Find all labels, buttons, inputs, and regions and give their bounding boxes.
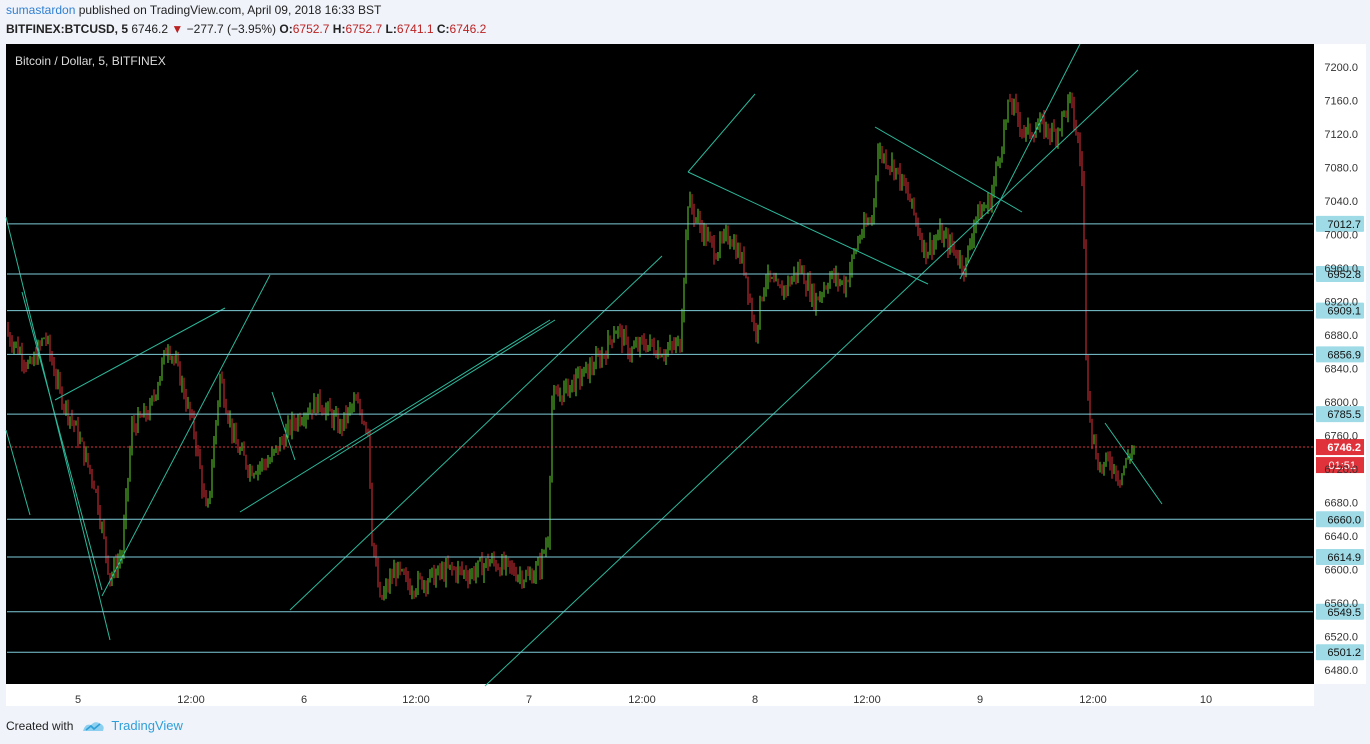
level-label: 7012.7 — [1327, 219, 1361, 231]
level-label: 6785.5 — [1327, 409, 1361, 421]
trend-line — [5, 429, 31, 516]
tradingview-brand-link[interactable]: TradingView — [111, 718, 183, 733]
level-label: 6856.9 — [1327, 349, 1361, 361]
price-chart[interactable]: 7012.7 6952.8 6909.1 6856.9 6785.5 6660.0 6614… — [0, 40, 1370, 712]
x-tick-label: 10 — [1200, 694, 1212, 706]
change-text: −277.7 (−3.95%) — [186, 22, 277, 36]
countdown-box — [1316, 457, 1364, 474]
level-label: 6614.9 — [1327, 552, 1361, 564]
x-tick-label: 12:00 — [177, 694, 205, 706]
level-label: 6501.2 — [1327, 647, 1361, 659]
level-label-box — [1316, 644, 1364, 661]
y-tick-label: 6720.0 — [1324, 464, 1358, 476]
publish-line: sumastardon published on TradingView.com… — [6, 3, 381, 17]
high-value: 6752.7 — [345, 22, 383, 36]
y-tick-label: 6480.0 — [1324, 665, 1358, 677]
x-tick-label: 9 — [977, 694, 983, 706]
current-price-box — [1316, 439, 1364, 456]
trend-line — [484, 69, 1139, 687]
x-tick-label: 7 — [526, 694, 532, 706]
chart-title: Bitcoin / Dollar, 5, BITFINEX — [15, 54, 166, 68]
level-label: 6549.5 — [1327, 607, 1361, 619]
level-label-box — [1316, 302, 1364, 319]
low-label: L: — [385, 22, 397, 36]
y-tick-label: 6680.0 — [1324, 498, 1358, 510]
high-label: H: — [332, 22, 346, 36]
trend-line — [101, 274, 271, 597]
countdown-label: 01:51 — [1328, 460, 1356, 472]
low-value: 6741.1 — [396, 22, 434, 36]
y-tick-label: 6920.0 — [1324, 297, 1358, 309]
level-label-box — [1316, 511, 1364, 528]
created-with-text: Created with — [6, 718, 74, 733]
y-tick-label: 7080.0 — [1324, 163, 1358, 175]
x-tick-label: 8 — [752, 694, 758, 706]
trend-line — [271, 391, 296, 461]
level-label-box — [1316, 346, 1364, 363]
ohlc-line: BITFINEX:BTCUSD, 5 6746.2 ▼ −277.7 (−3.9… — [6, 22, 486, 36]
y-tick-label: 7000.0 — [1324, 230, 1358, 242]
y-tick-label: 6520.0 — [1324, 632, 1358, 644]
y-tick-label: 6960.0 — [1324, 263, 1358, 275]
down-arrow-icon: ▼ — [171, 22, 184, 36]
y-tick-label: 6640.0 — [1324, 531, 1358, 543]
x-tick-label: 12:00 — [1079, 694, 1107, 706]
x-tick-label: 12:00 — [402, 694, 430, 706]
y-tick-label: 6600.0 — [1324, 565, 1358, 577]
y-tick-label: 6760.0 — [1324, 431, 1358, 443]
x-tick-label: 12:00 — [628, 694, 656, 706]
y-tick-label: 7040.0 — [1324, 196, 1358, 208]
plot-area[interactable] — [6, 44, 1314, 684]
symbol-label: BITFINEX:BTCUSD, 5 — [6, 22, 129, 36]
y-tick-label: 6840.0 — [1324, 364, 1358, 376]
y-tick-label: 7160.0 — [1324, 96, 1358, 108]
x-tick-label: 5 — [75, 694, 81, 706]
y-tick-label: 7200.0 — [1324, 62, 1358, 74]
level-label-box — [1316, 406, 1364, 423]
trend-line — [239, 319, 551, 513]
close-value: 6746.2 — [449, 22, 487, 36]
close-label: C: — [436, 22, 450, 36]
trend-line — [874, 126, 1023, 213]
y-tick-label: 6800.0 — [1324, 397, 1358, 409]
time-axis[interactable] — [6, 684, 1314, 706]
level-label-box — [1316, 603, 1364, 620]
trend-line — [687, 171, 929, 285]
y-tick-label: 6560.0 — [1324, 598, 1358, 610]
trend-line — [1104, 422, 1163, 505]
trend-line — [21, 291, 103, 591]
open-value: 6752.7 — [292, 22, 330, 36]
y-tick-label: 6880.0 — [1324, 330, 1358, 342]
trend-line — [329, 319, 556, 461]
level-label-box — [1316, 215, 1364, 232]
author-link[interactable]: sumastardon — [6, 3, 76, 17]
price-axis[interactable] — [1314, 44, 1366, 684]
open-label: O: — [279, 22, 293, 36]
footer: Created with TradingView — [6, 718, 183, 733]
published-text: published on TradingView.com, April 09, … — [78, 3, 382, 17]
x-tick-label: 6 — [301, 694, 307, 706]
level-label-box — [1316, 549, 1364, 566]
level-label: 6952.8 — [1327, 269, 1361, 281]
trend-line — [5, 216, 111, 641]
level-label: 6909.1 — [1327, 306, 1361, 318]
x-tick-label: 12:00 — [853, 694, 881, 706]
y-tick-label: 7120.0 — [1324, 129, 1358, 141]
trend-line — [959, 43, 1081, 280]
current-price-label: 6746.2 — [1327, 442, 1361, 454]
trend-line — [289, 255, 663, 611]
level-label-box — [1316, 266, 1364, 283]
trend-line — [687, 93, 756, 173]
level-label: 6660.0 — [1327, 514, 1361, 526]
last-price: 6746.2 — [131, 22, 169, 36]
tradingview-logo-icon — [83, 721, 105, 731]
